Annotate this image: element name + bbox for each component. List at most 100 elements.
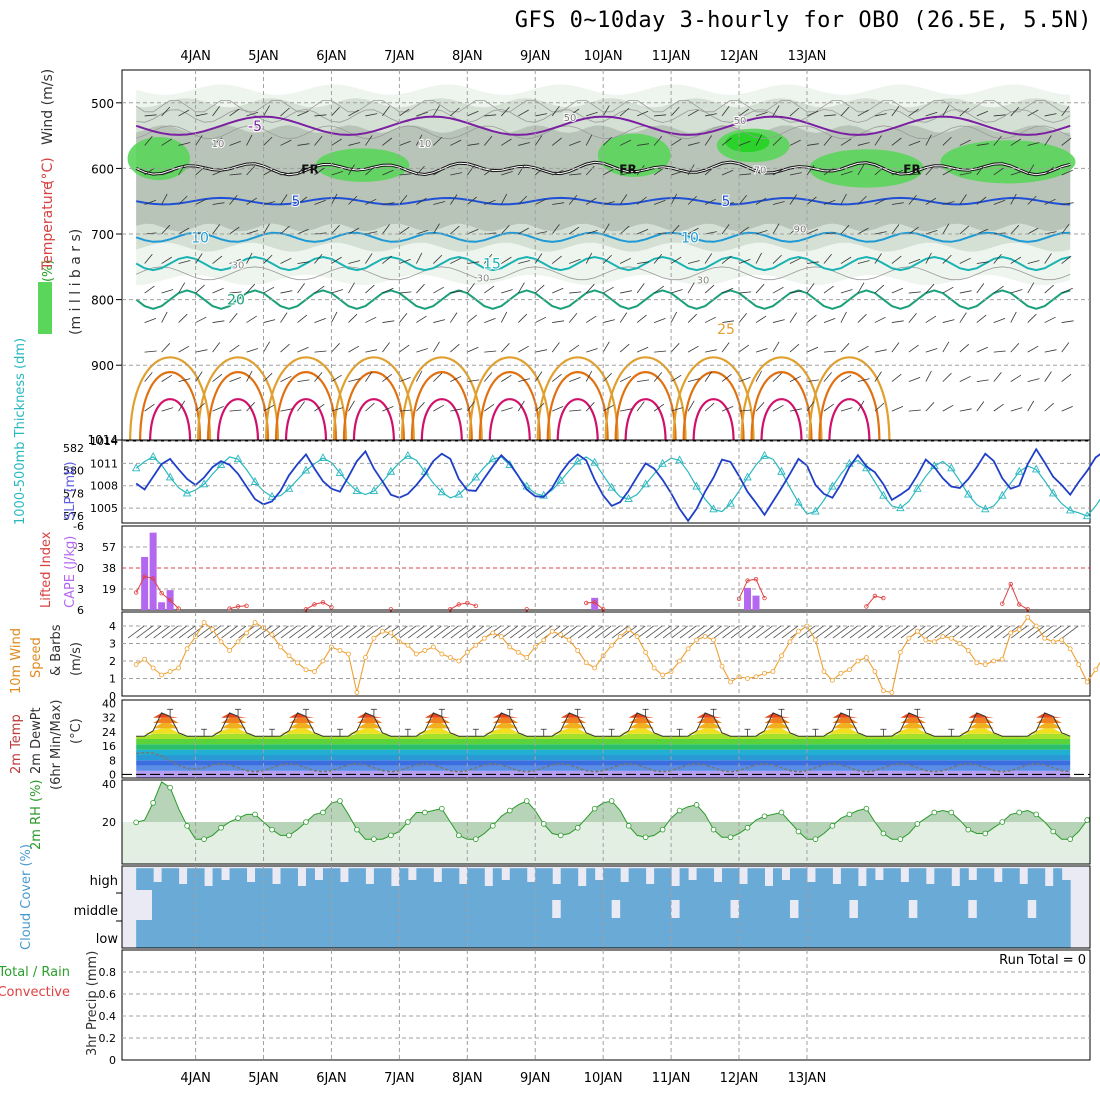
rh-marker [320,809,326,816]
wind-speed-marker [643,649,649,655]
wind-barb [178,109,190,117]
pressure-tick-label: 900 [91,359,114,373]
wind-barb [789,343,800,353]
wind-barb [1010,138,1022,146]
wind-barb [602,136,612,146]
rh-marker [456,832,462,839]
wind-barb [1010,343,1020,353]
rh-marker [506,807,513,814]
wind-barb [263,105,270,117]
wind-barb [823,199,836,205]
cloud-cell [433,882,443,948]
wind-barb-10m [849,625,867,639]
rh-marker [591,805,598,812]
wind-barb [1027,195,1037,205]
wind-speed-marker [880,688,886,694]
cloud-cell [153,882,163,948]
cloud-cell [628,868,638,948]
thickness-marker [709,504,718,513]
wind-barb [144,285,155,294]
cloud-cell [756,868,766,948]
wind-barb [857,260,870,264]
wind-barb [365,135,373,146]
wind-barb [178,282,186,294]
wind-barb [501,171,513,176]
x-tick-label-bottom: 4JAN [180,1071,211,1086]
cloud-cell [492,868,502,948]
x-tick-label-bottom: 11JAN [652,1071,691,1086]
wind-speed-marker [150,665,156,671]
cloud-cell [187,868,197,948]
rh-marker [880,830,887,837]
wind-barb [178,313,188,323]
wind-barb [195,402,205,412]
wind-barb [280,343,290,353]
wind-barb-10m [195,625,213,639]
lifted-index-marker [133,590,139,595]
wind-barb-10m [501,625,519,639]
wind-barb-10m [875,625,892,639]
cloud-gap-start [122,890,152,920]
wind-barb [416,315,427,323]
cloud-cell [934,868,944,948]
wind-speed-marker [923,637,929,643]
rh-marker [931,809,938,816]
isotherm-minus5 [135,115,1071,136]
wind-barb [246,134,253,146]
wind-barb-10m [314,625,332,639]
thickness-marker [590,457,599,466]
rh-marker [608,798,615,804]
cloud-cell [407,880,417,948]
wind-barb [569,409,582,412]
wind-barb [1027,400,1035,412]
cloud-cell [917,868,927,948]
wind-barb [738,409,752,412]
wind-speed-marker [1084,679,1090,685]
cloud-cell [1053,868,1063,948]
wind-barb [704,198,716,205]
contour-label: 10 [191,230,209,246]
precip-gridlines [122,971,1090,1039]
precip-axes: 0 0.2 0.4 0.6 0.8 [99,966,117,1067]
warm-isotherm-lobe [546,371,609,440]
wind-barb [280,139,292,146]
wind-barb [653,285,665,294]
wind-barb-10m [170,625,187,639]
wind-barb-10m [611,625,629,639]
warm-isotherm-lobe [285,398,327,440]
x-tick-label-bottom: 6JAN [316,1071,347,1086]
lifted-index-marker [320,600,326,605]
wind-speed-marker [897,649,903,655]
lifted-index-axis-label: Lifted Index [39,531,54,608]
cloud-cell [900,882,910,948]
thickness-tick-label: 582 [63,442,84,455]
thickness-marker [369,486,379,495]
wind-barb [687,142,700,146]
thickness-marker [386,466,396,475]
cloud-cell [441,868,451,948]
wind-barb [484,285,495,294]
wind-speed-marker [999,656,1005,662]
wind-barb [823,254,832,264]
wind-speed-marker [863,655,869,660]
wind-barb [738,226,750,235]
wind-speed-marker [549,628,555,634]
wind-barb [857,195,867,205]
wind-barb [348,313,358,323]
wind-speed-marker [940,634,946,639]
cloud-cell [365,884,375,948]
wind-barb [687,378,700,383]
pressure-tick-label: 1014 [87,433,118,447]
wind-barb [789,107,800,117]
pressure-tick-label: 700 [91,228,114,242]
wind-barb [806,346,819,353]
wind-barb [467,346,479,353]
wind-barb [602,105,610,117]
wind-barb [568,344,580,353]
wind-speed-marker [515,649,521,655]
thickness-marker [1048,488,1058,497]
wind-barb [653,318,666,323]
wind-barb [704,284,715,294]
wind-speed-marker [796,628,801,634]
wind-barb [959,312,967,323]
